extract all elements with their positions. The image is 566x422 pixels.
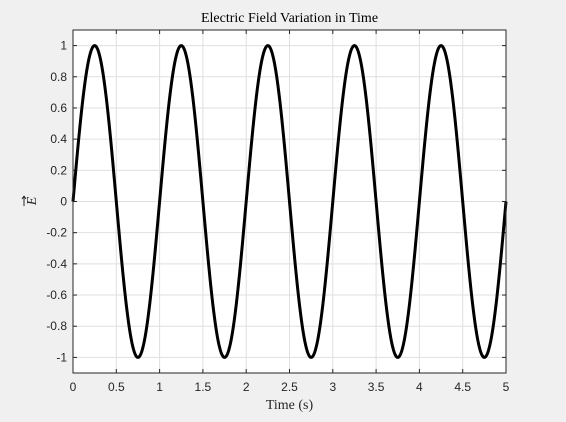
y-tick-label: -1 <box>56 350 67 364</box>
y-tick-label: 0.4 <box>50 132 67 146</box>
y-tick-label: -0.8 <box>46 319 67 333</box>
x-tick-label: 3 <box>329 380 336 394</box>
x-tick-label: 2 <box>243 380 250 394</box>
y-tick-labels: -1 -0.8 -0.6 -0.4 -0.2 0 0.2 0.4 0.6 0.8 1 <box>46 39 67 365</box>
vector-arrow-icon <box>21 195 27 206</box>
y-axis-label-text: E <box>25 196 40 206</box>
y-tick-label: -0.2 <box>46 226 67 240</box>
y-tick-label: 0.2 <box>50 163 67 177</box>
series-line <box>71 44 508 359</box>
y-axis-label: E <box>21 195 40 206</box>
x-tick-label: 1 <box>156 380 163 394</box>
x-tick-label: 3.5 <box>368 380 385 394</box>
x-tick-label: 0.5 <box>108 380 125 394</box>
x-tick-labels: 0 0.5 1 1.5 2 2.5 3 3.5 4 4.5 5 <box>70 380 510 394</box>
chart-title: Electric Field Variation in Time <box>201 11 378 26</box>
series-layer <box>71 44 508 359</box>
axes-frame <box>72 29 507 374</box>
x-tick-label: 1.5 <box>195 380 212 394</box>
y-tick-label: 0 <box>60 195 67 209</box>
y-tick-label: -0.4 <box>46 257 67 271</box>
x-tick-label: 4 <box>416 380 423 394</box>
y-tick-label: 0.8 <box>50 70 67 84</box>
x-tick-label: 5 <box>503 380 510 394</box>
y-tick-label: 1 <box>60 39 67 53</box>
x-tick-label: 2.5 <box>281 380 298 394</box>
y-tick-label: 0.6 <box>50 101 67 115</box>
y-tick-label: -0.6 <box>46 288 67 302</box>
x-tick-label: 4.5 <box>454 380 471 394</box>
x-tick-label: 0 <box>70 380 77 394</box>
x-axis-label: Time (s) <box>266 398 314 413</box>
